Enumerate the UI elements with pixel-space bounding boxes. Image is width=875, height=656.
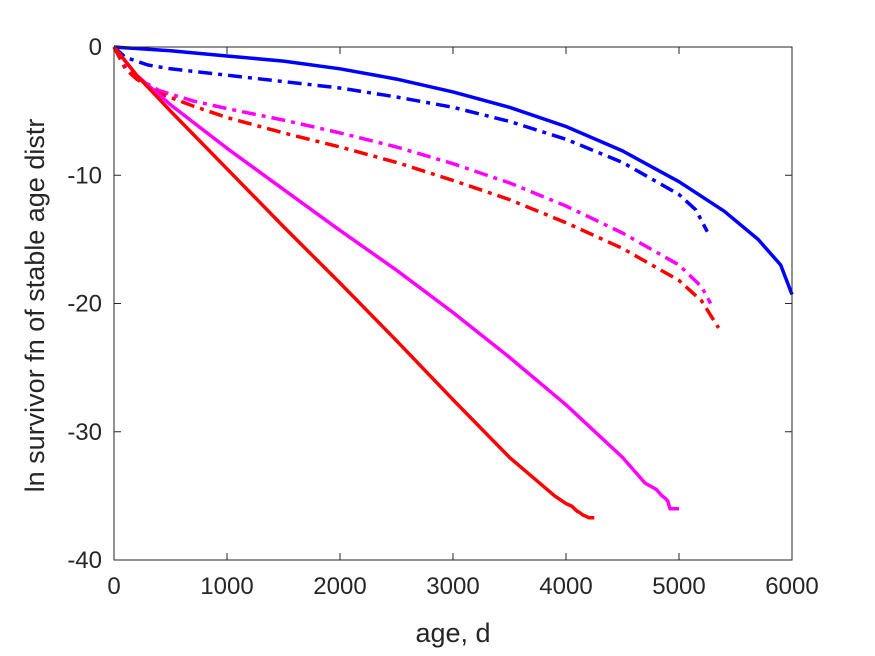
series-line-1	[113, 45, 794, 296]
ticks-layer: 0 1000 2000 3000 4000 5000 6000 -40 -30 -20 -10 0	[67, 34, 818, 600]
x-tick-label: 1000	[200, 573, 253, 600]
series-line-2	[112, 45, 709, 233]
y-tick-label: -20	[67, 291, 102, 318]
x-tick-label: 5000	[652, 573, 705, 600]
y-tick-label: -10	[67, 162, 102, 189]
series-line-6	[112, 45, 595, 520]
series-line-3	[112, 46, 713, 305]
y-tick-label: -40	[67, 547, 102, 574]
y-tick-label: -30	[67, 419, 102, 446]
x-tick-label: 3000	[426, 573, 479, 600]
x-axis-label: age, d	[415, 618, 490, 648]
x-tick-label: 0	[107, 573, 120, 600]
x-tick-label: 4000	[539, 573, 592, 600]
x-tick-label: 2000	[313, 573, 366, 600]
y-axis-label: ln survivor fn of stable age distr	[20, 119, 50, 493]
plot-frame	[113, 46, 793, 561]
x-tick-label: 6000	[765, 573, 818, 600]
series-layer	[112, 45, 794, 520]
y-tick-label: 0	[89, 34, 102, 61]
series-line-5	[112, 45, 679, 511]
